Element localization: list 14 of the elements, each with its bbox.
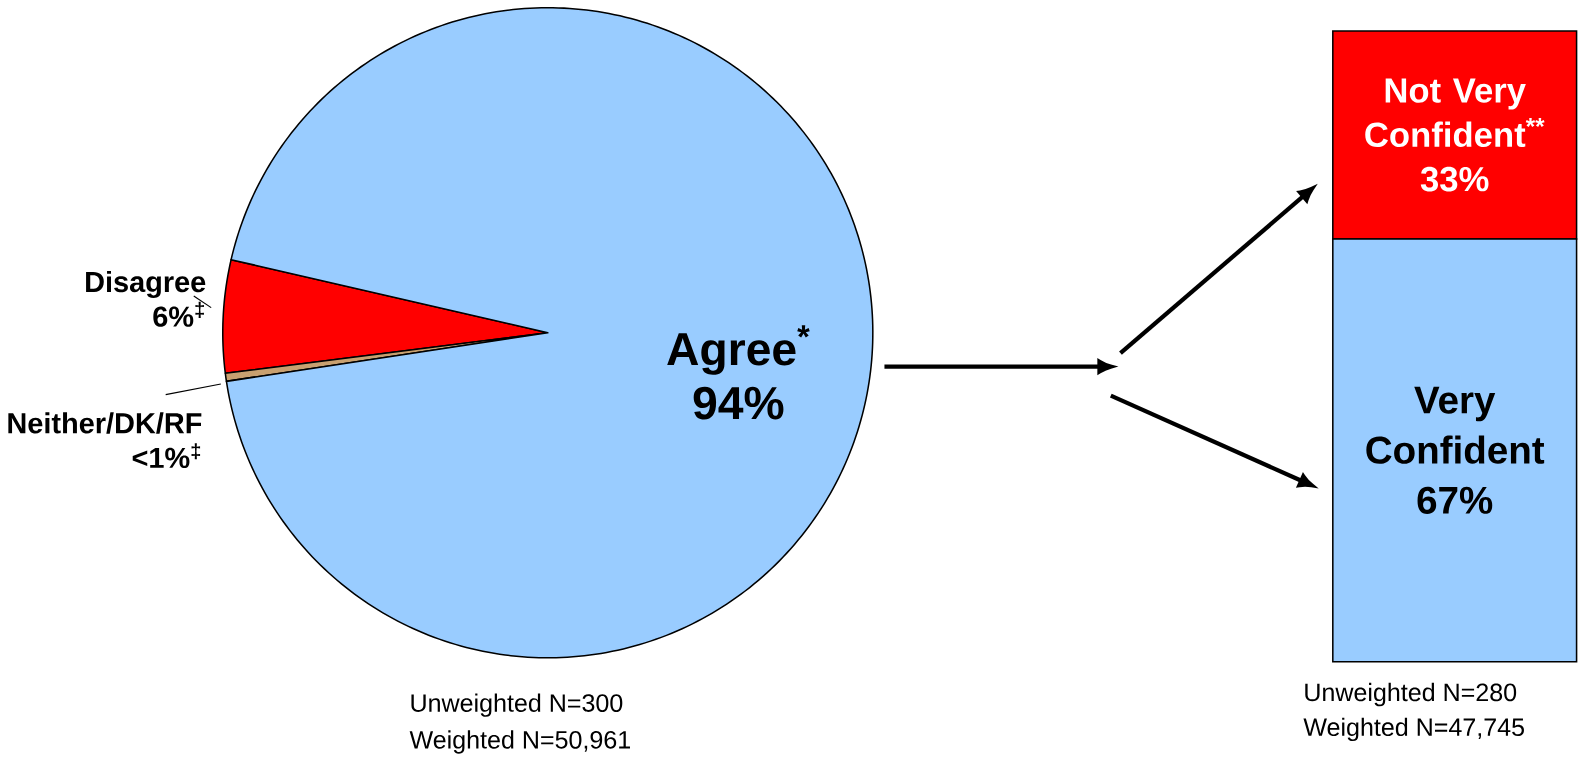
series-label: Not Very Confident$^{**}$	[1365, 78, 1545, 147]
text: Weighted N=47,745	[1303, 717, 1524, 741]
data-label: 94%	[693, 386, 784, 420]
data-label: <1%$^{‡}$	[132, 442, 201, 468]
data-label: 33%	[1420, 166, 1489, 192]
data-label: 67%	[1417, 486, 1493, 514]
text: Unweighted N=300	[411, 693, 623, 717]
text: Unweighted N=280	[1305, 682, 1517, 707]
data-label: 6%$^{‡}$	[153, 301, 204, 327]
series-label: Very Confident	[1366, 386, 1545, 464]
text: Weighted N=50,961	[409, 730, 630, 754]
slice-label: Neither/DK/RF	[8, 412, 202, 434]
legend-label: Agree$^{*}$	[667, 325, 810, 375]
slice-label: Disagree	[86, 270, 206, 298]
